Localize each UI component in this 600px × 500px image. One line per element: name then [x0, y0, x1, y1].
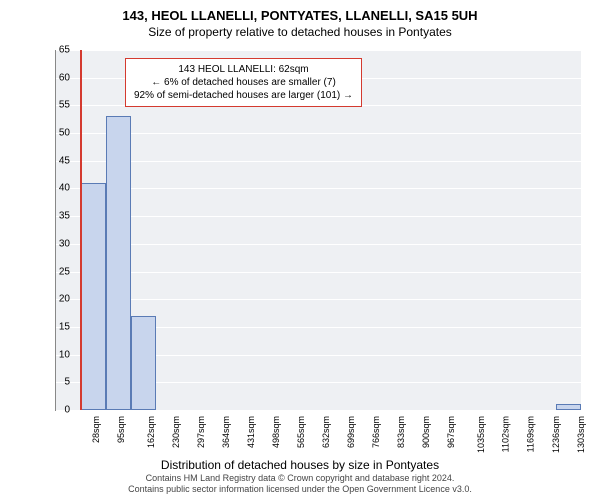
marker-line: [80, 50, 82, 410]
bar: [556, 404, 581, 410]
x-tick-label: 967sqm: [446, 416, 456, 448]
y-tick-label: 55: [48, 100, 70, 111]
x-tick-label: 766sqm: [371, 416, 381, 448]
chart-container: 143, HEOL LLANELLI, PONTYATES, LLANELLI,…: [0, 0, 600, 500]
footer-line1: Contains HM Land Registry data © Crown c…: [0, 473, 600, 485]
y-tick-label: 25: [48, 266, 70, 277]
x-tick-label: 833sqm: [396, 416, 406, 448]
x-tick-label: 431sqm: [246, 416, 256, 448]
x-tick-label: 699sqm: [346, 416, 356, 448]
y-tick-label: 45: [48, 155, 70, 166]
y-tick-label: 65: [48, 45, 70, 56]
annotation-line: 143 HEOL LLANELLI: 62sqm: [134, 63, 353, 76]
subtitle: Size of property relative to detached ho…: [0, 23, 600, 39]
y-tick-label: 20: [48, 294, 70, 305]
x-tick-label: 632sqm: [321, 416, 331, 448]
x-tick-label: 1035sqm: [476, 416, 486, 453]
y-tick-label: 35: [48, 211, 70, 222]
y-tick-label: 30: [48, 238, 70, 249]
x-tick-label: 1169sqm: [525, 416, 535, 452]
x-tick-label: 230sqm: [171, 416, 181, 448]
x-tick-label: 900sqm: [421, 416, 431, 448]
y-tick-label: 60: [48, 72, 70, 83]
y-tick-label: 10: [48, 349, 70, 360]
gridline: [56, 272, 581, 273]
x-axis-label: Distribution of detached houses by size …: [0, 458, 600, 472]
gridline: [56, 133, 581, 134]
gridline: [56, 188, 581, 189]
y-tick-label: 5: [48, 377, 70, 388]
gridline: [56, 244, 581, 245]
gridline: [56, 216, 581, 217]
y-tick-label: 0: [48, 405, 70, 416]
x-tick-label: 162sqm: [146, 416, 156, 448]
x-tick-label: 498sqm: [271, 416, 281, 448]
x-tick-label: 28sqm: [91, 416, 101, 443]
annotation-box: 143 HEOL LLANELLI: 62sqm← 6% of detached…: [125, 58, 362, 107]
x-tick-label: 95sqm: [116, 416, 126, 443]
footer-line2: Contains public sector information licen…: [0, 484, 600, 496]
y-tick-label: 50: [48, 128, 70, 139]
x-tick-label: 1303sqm: [576, 416, 586, 453]
main-title: 143, HEOL LLANELLI, PONTYATES, LLANELLI,…: [0, 0, 600, 23]
bar: [81, 183, 106, 410]
x-tick-label: 1102sqm: [500, 416, 510, 452]
footer: Contains HM Land Registry data © Crown c…: [0, 473, 600, 496]
annotation-line: 92% of semi-detached houses are larger (…: [134, 89, 353, 102]
gridline: [56, 50, 581, 51]
gridline: [56, 161, 581, 162]
bar: [106, 116, 131, 410]
gridline: [56, 410, 581, 411]
gridline: [56, 299, 581, 300]
y-tick-label: 40: [48, 183, 70, 194]
x-tick-label: 364sqm: [221, 416, 231, 448]
bar: [131, 316, 156, 410]
x-tick-label: 297sqm: [196, 416, 206, 448]
x-tick-label: 1236sqm: [551, 416, 561, 453]
x-tick-label: 565sqm: [296, 416, 306, 448]
y-tick-label: 15: [48, 321, 70, 332]
annotation-line: ← 6% of detached houses are smaller (7): [134, 76, 353, 89]
